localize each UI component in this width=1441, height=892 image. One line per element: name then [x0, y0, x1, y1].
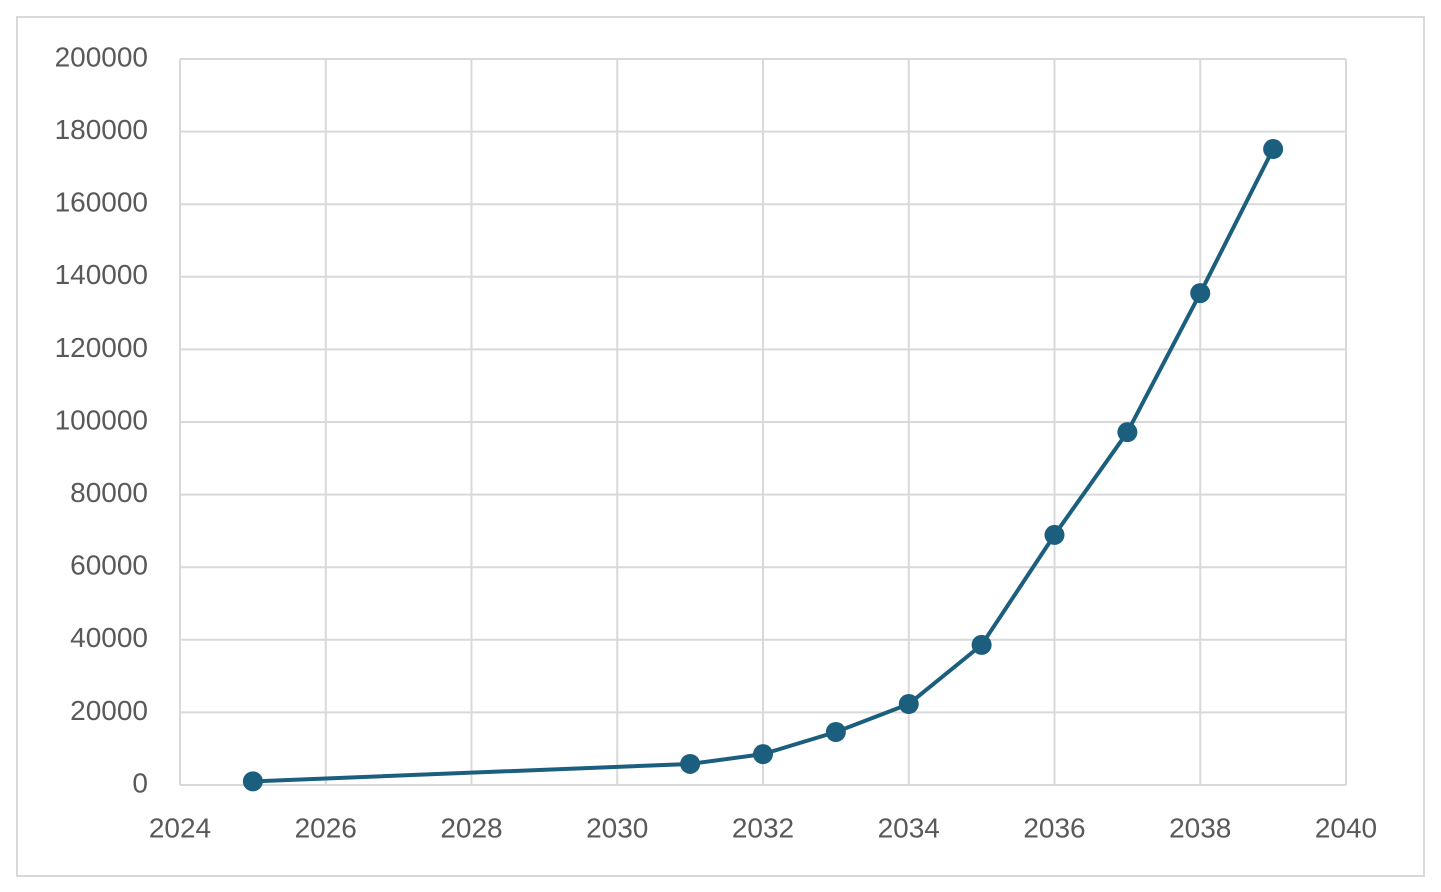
chart-border: [16, 16, 1425, 877]
data-point: [680, 753, 701, 774]
y-tick-label: 40000: [70, 622, 148, 653]
y-tick-label: 20000: [70, 695, 148, 726]
x-tick-label: 2036: [1023, 812, 1085, 843]
data-point: [1190, 283, 1211, 304]
y-tick-label: 140000: [55, 259, 148, 290]
x-tick-label: 2034: [878, 812, 940, 843]
data-point: [1117, 422, 1138, 443]
data-point: [825, 722, 846, 743]
x-tick-label: 2030: [586, 812, 648, 843]
y-tick-label: 60000: [70, 550, 148, 581]
y-tick-label: 160000: [55, 187, 148, 218]
x-tick-label: 2038: [1169, 812, 1231, 843]
y-tick-label: 180000: [55, 114, 148, 145]
y-tick-label: 80000: [70, 477, 148, 508]
data-point: [753, 744, 773, 765]
y-tick-label: 0: [132, 767, 148, 798]
x-tick-label: 2024: [149, 812, 211, 843]
x-tick-label: 2040: [1315, 812, 1377, 843]
y-tick-label: 100000: [55, 404, 148, 435]
data-point: [242, 771, 263, 792]
data-point: [898, 694, 919, 715]
data-point: [1044, 524, 1065, 545]
x-tick-label: 2032: [732, 812, 794, 843]
x-tick-label: 2028: [440, 812, 502, 843]
data-point: [971, 634, 992, 655]
x-tick-label: 2026: [295, 812, 357, 843]
data-point: [1263, 139, 1284, 160]
y-tick-label: 200000: [55, 41, 148, 72]
y-tick-label: 120000: [55, 332, 148, 363]
data-line: [252, 148, 1275, 784]
